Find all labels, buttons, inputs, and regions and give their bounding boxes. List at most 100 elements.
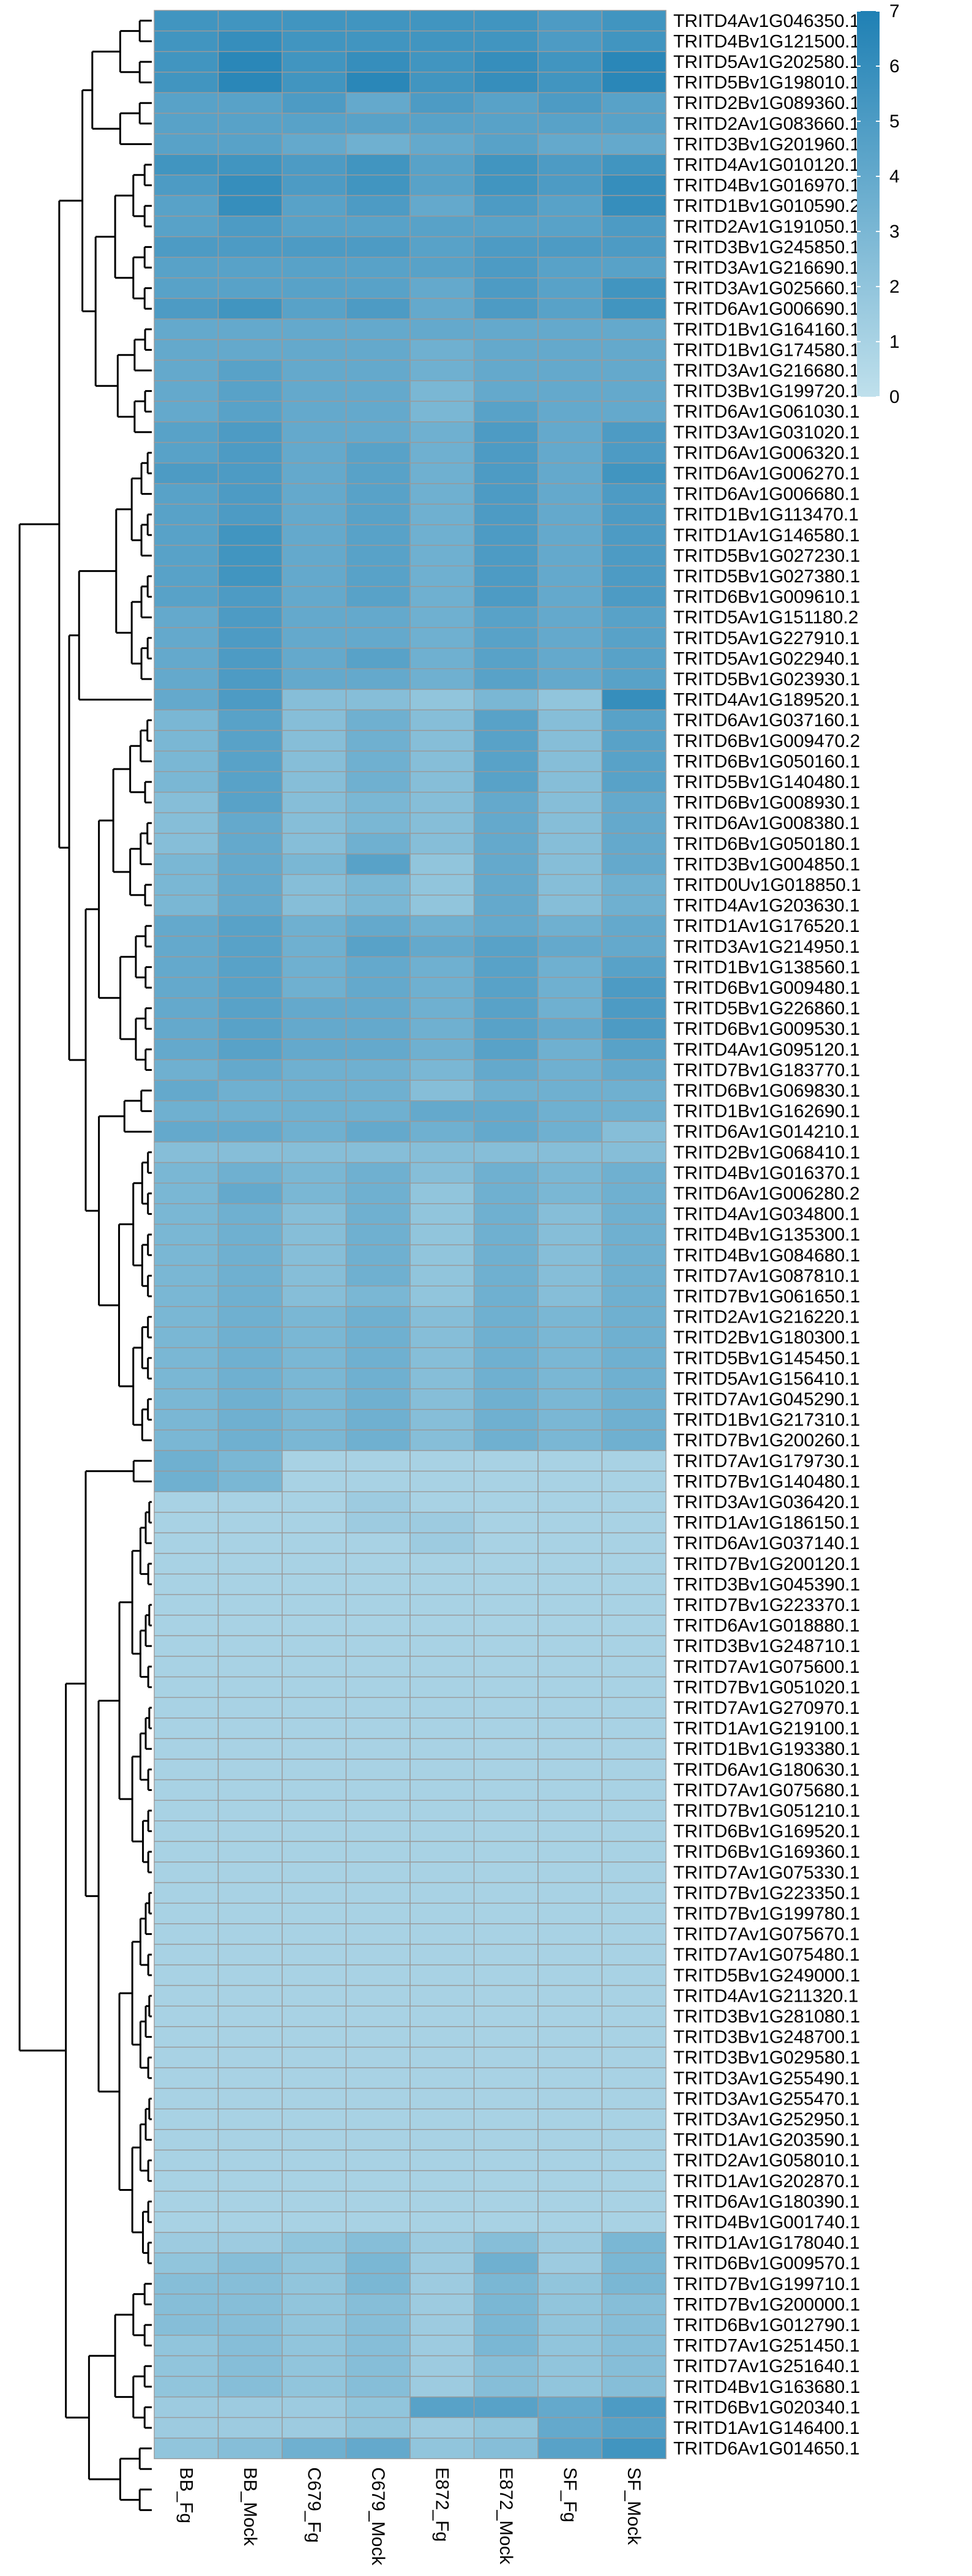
heatmap-cell (537, 1141, 603, 1163)
heatmap-cell (282, 1615, 347, 1637)
heatmap-cell (217, 586, 283, 608)
heatmap-cell (154, 1738, 219, 1760)
heatmap-cell (473, 1409, 539, 1431)
heatmap-cell (409, 874, 475, 896)
row-label: TRITD7Bv1G051020.1 (673, 1677, 860, 1697)
column-label: E872_Mock (496, 2467, 516, 2564)
heatmap-cell (409, 853, 475, 875)
heatmap-cell (601, 771, 667, 793)
heatmap-cell (409, 216, 475, 238)
heatmap-cell (217, 1943, 283, 1966)
heatmap-cell (473, 997, 539, 1020)
heatmap-cell (217, 689, 283, 711)
heatmap-cell (217, 216, 283, 238)
heatmap-cell (409, 997, 475, 1020)
heatmap-cell (217, 1902, 283, 1924)
heatmap-cell (154, 1882, 219, 1904)
heatmap-cell (473, 2190, 539, 2212)
heatmap-cell (282, 1964, 347, 1986)
heatmap-cell (409, 2355, 475, 2377)
row-label: TRITD3Bv1G201960.1 (673, 134, 860, 154)
heatmap-cell (409, 2376, 475, 2398)
heatmap-cell (345, 750, 411, 772)
heatmap-cell (473, 1450, 539, 1472)
heatmap-cell (537, 668, 603, 690)
heatmap-cell (154, 771, 219, 793)
heatmap-cell (217, 2046, 283, 2068)
row-label: TRITD6Bv1G009530.1 (673, 1019, 860, 1039)
heatmap-cell (537, 1882, 603, 1904)
heatmap-cell (154, 2211, 219, 2233)
row-label: TRITD1Av1G202870.1 (673, 2171, 860, 2191)
heatmap-cell (537, 689, 603, 711)
heatmap-cell (409, 2087, 475, 2109)
heatmap-cell (217, 1759, 283, 1781)
heatmap-cell (601, 1779, 667, 1801)
heatmap-cell (282, 936, 347, 958)
heatmap-cell (473, 1573, 539, 1595)
heatmap-cell (345, 2438, 411, 2460)
heatmap-cell (282, 1285, 347, 1307)
heatmap-cell (282, 853, 347, 875)
heatmap-cell (537, 175, 603, 197)
row-label: TRITD6Bv1G009610.1 (673, 587, 860, 607)
heatmap-cell (537, 257, 603, 279)
heatmap-cell (473, 1429, 539, 1451)
heatmap-cell (473, 1121, 539, 1143)
heatmap-cell (154, 1162, 219, 1184)
heatmap-cell (217, 1162, 283, 1184)
heatmap-cell (537, 1121, 603, 1143)
row-label: TRITD7Av1G075480.1 (673, 1945, 860, 1965)
heatmap-cell (282, 915, 347, 937)
row-label: TRITD4Bv1G163680.1 (673, 2377, 860, 2397)
heatmap-cell (537, 2026, 603, 2048)
heatmap-cell (345, 2046, 411, 2068)
heatmap-cell (601, 2170, 667, 2192)
heatmap-cell (409, 10, 475, 32)
heatmap-cell (282, 956, 347, 978)
row-label: TRITD5Bv1G249000.1 (673, 1966, 860, 1986)
heatmap-cell (409, 895, 475, 917)
heatmap-cell (409, 175, 475, 197)
heatmap-cell (154, 175, 219, 197)
row-label: TRITD6Av1G180390.1 (673, 2191, 860, 2212)
heatmap-cell (217, 1512, 283, 1534)
heatmap-cell (282, 1326, 347, 1348)
heatmap-cell (282, 2232, 347, 2254)
heatmap-cell (409, 1264, 475, 1286)
heatmap-cell (345, 565, 411, 587)
heatmap-cell (282, 2005, 347, 2027)
row-label: TRITD5Bv1G027380.1 (673, 566, 860, 587)
heatmap-cell (473, 1615, 539, 1637)
heatmap-cell (537, 977, 603, 999)
heatmap-cell (409, 2129, 475, 2151)
heatmap-cell (282, 30, 347, 52)
heatmap-cell (473, 2417, 539, 2439)
heatmap-cell (282, 339, 347, 361)
heatmap-cell (601, 216, 667, 238)
heatmap-cell (345, 2211, 411, 2233)
heatmap-cell (217, 1470, 283, 1492)
heatmap-cell (154, 1059, 219, 1081)
heatmap-cell (217, 339, 283, 361)
heatmap-cell (345, 1347, 411, 1369)
heatmap-cell (537, 771, 603, 793)
heatmap-cell (217, 874, 283, 896)
heatmap-cell (537, 1759, 603, 1781)
row-label: TRITD6Av1G006680.1 (673, 484, 860, 505)
heatmap-cell (154, 2067, 219, 2089)
heatmap-cell (345, 2355, 411, 2377)
row-label: TRITD6Av1G014650.1 (673, 2439, 860, 2459)
heatmap-cell (537, 1388, 603, 1410)
heatmap-cell (217, 2211, 283, 2233)
heatmap-cell (537, 709, 603, 731)
heatmap-cell (282, 2190, 347, 2212)
heatmap-cell (345, 2335, 411, 2357)
heatmap-cell (601, 2211, 667, 2233)
heatmap-cell (409, 586, 475, 608)
heatmap-cell (409, 1800, 475, 1822)
heatmap-cell (282, 668, 347, 690)
heatmap-cell (345, 1512, 411, 1534)
heatmap-cell (282, 2314, 347, 2336)
heatmap-cell (282, 1264, 347, 1286)
